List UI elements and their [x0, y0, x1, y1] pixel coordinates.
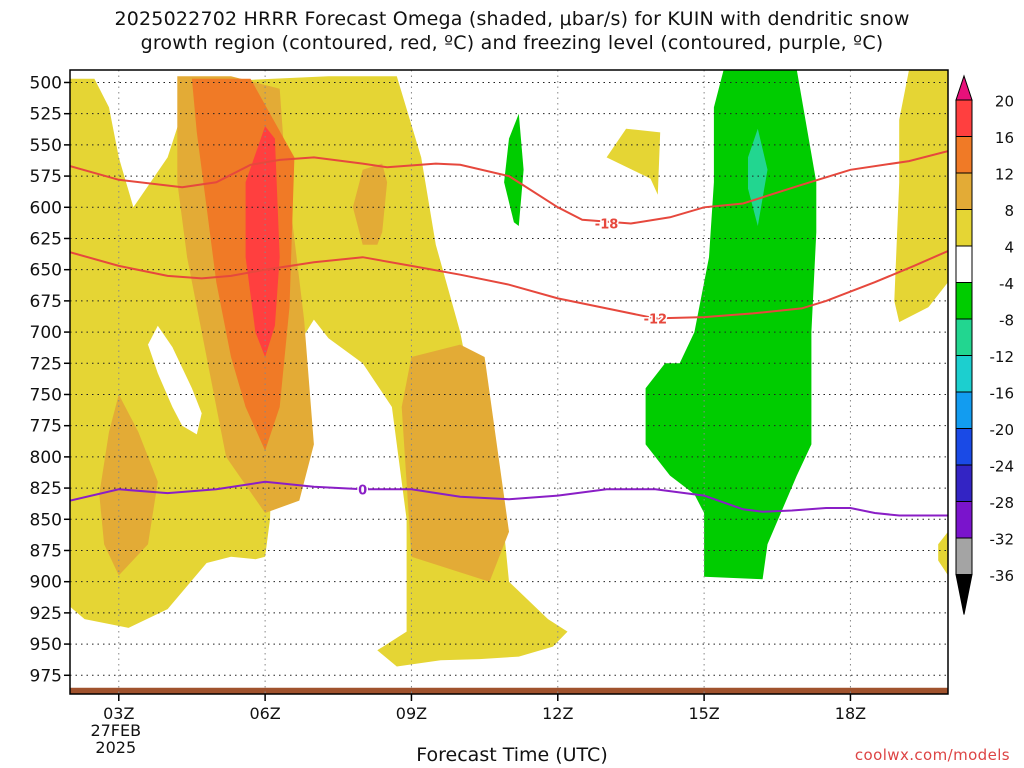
colorbar-swatch-12	[955, 537, 973, 575]
omega-region-8	[401, 344, 509, 582]
colorbar-label-5: -4	[999, 275, 1014, 293]
ground-fill	[70, 687, 948, 694]
contour-line-0	[70, 480, 948, 517]
colorbar-label-7: -12	[990, 348, 1015, 366]
contour-label--12: -12	[644, 312, 668, 327]
contour-line--12	[70, 250, 948, 320]
colorbar-over-triangle	[955, 74, 973, 101]
chart-title-line-2: growth region (contoured, red, ºC) and f…	[140, 32, 884, 54]
y-tick-label-700: 700	[30, 323, 62, 343]
x-tick-label-15Z: 15Z	[688, 704, 719, 723]
y-tick-label-775: 775	[30, 417, 62, 437]
y-tick-label-525: 525	[30, 105, 62, 125]
omega-region-11	[645, 70, 817, 580]
colorbar-swatch-10	[955, 464, 973, 502]
chart-title-line-1: 2025022702 HRRR Forecast Omega (shaded, …	[114, 8, 910, 30]
y-tick-label-825: 825	[30, 479, 62, 499]
x-date-line-2: 2025	[95, 738, 136, 757]
y-tick-label-600: 600	[30, 198, 62, 218]
contour-label-0: 0	[358, 483, 367, 498]
y-tick-label-925: 925	[30, 604, 62, 624]
plot-frame	[69, 69, 949, 695]
colorbar-label-12: -32	[990, 530, 1015, 548]
omega-region-2	[894, 70, 948, 323]
colorbar-swatch-6	[955, 318, 973, 356]
colorbar-label-6: -8	[999, 311, 1014, 329]
y-tick-label-500: 500	[30, 73, 62, 93]
colorbar-label-1: 16	[995, 129, 1014, 147]
x-axis-title: Forecast Time (UTC)	[416, 744, 608, 766]
colorbar-swatch-2	[955, 172, 973, 210]
colorbar-swatch-7	[955, 355, 973, 393]
colorbar-label-2: 12	[995, 165, 1014, 183]
x-tick-label-18Z: 18Z	[835, 704, 866, 723]
omega-region-6	[352, 163, 388, 245]
omega-region-10	[245, 126, 280, 357]
omega-region-0	[70, 76, 568, 667]
y-tick-label-550: 550	[30, 136, 62, 156]
contour-label--18: -18	[595, 218, 619, 233]
ground-layer	[70, 687, 948, 694]
colorbar-swatch-4	[955, 245, 973, 283]
omega-region-3	[938, 531, 948, 576]
colorbar-label-9: -20	[990, 421, 1015, 439]
colorbar-label-3: 8	[1004, 202, 1014, 220]
colorbar-swatch-8	[955, 391, 973, 429]
colorbar-swatch-0	[955, 99, 973, 137]
colorbar-under-triangle	[955, 574, 973, 615]
colorbar-label-8: -16	[990, 384, 1015, 402]
colorbar-swatch-11	[955, 501, 973, 539]
y-tick-label-900: 900	[30, 573, 62, 593]
temperature-contours: -18 -12 0	[70, 150, 948, 517]
plot-grid	[70, 70, 948, 694]
x-tick-label-12Z: 12Z	[542, 704, 573, 723]
y-tick-label-650: 650	[30, 261, 62, 281]
y-tick-label-725: 725	[30, 354, 62, 374]
y-tick-label-875: 875	[30, 541, 62, 561]
x-tick-label-09Z: 09Z	[396, 704, 427, 723]
colorbar-swatch-3	[955, 209, 973, 247]
omega-region-4	[148, 325, 202, 435]
colorbar-label-10: -24	[990, 457, 1015, 475]
y-tick-label-950: 950	[30, 635, 62, 655]
y-axis-pressure: 500 525 550 575 600 625 650 675 700 725 750 775 800 8…	[30, 73, 70, 686]
colorbar-swatch-1	[955, 136, 973, 174]
site-credit: coolwx.com/models	[854, 746, 1010, 764]
y-tick-label-800: 800	[30, 448, 62, 468]
y-tick-label-850: 850	[30, 510, 62, 530]
colorbar-label-4: 4	[1004, 238, 1014, 256]
contour-line--18	[70, 150, 948, 225]
y-tick-label-750: 750	[30, 385, 62, 405]
omega-region-1	[606, 128, 661, 195]
x-tick-label-03Z: 03Z	[103, 704, 134, 723]
x-tick-label-06Z: 06Z	[249, 704, 280, 723]
omega-shaded-regions	[70, 70, 948, 667]
colorbar-label-0: 20	[995, 92, 1014, 110]
colorbar-label-13: -36	[990, 567, 1015, 585]
omega-region-12	[504, 113, 524, 226]
omega-colorbar: 20 16 12 8 4 -4 -8 -12 -16 -20 -24 -28 -32 -36	[955, 74, 1015, 615]
y-tick-label-575: 575	[30, 167, 62, 187]
omega-region-13	[748, 128, 768, 226]
omega-region-7	[99, 394, 158, 576]
colorbar-swatch-5	[955, 282, 973, 320]
y-tick-label-625: 625	[30, 229, 62, 249]
colorbar-swatch-9	[955, 428, 973, 466]
colorbar-label-11: -28	[990, 494, 1015, 512]
y-tick-label-675: 675	[30, 292, 62, 312]
x-date-line-1: 27FEB	[90, 721, 141, 740]
y-tick-label-975: 975	[30, 666, 62, 686]
